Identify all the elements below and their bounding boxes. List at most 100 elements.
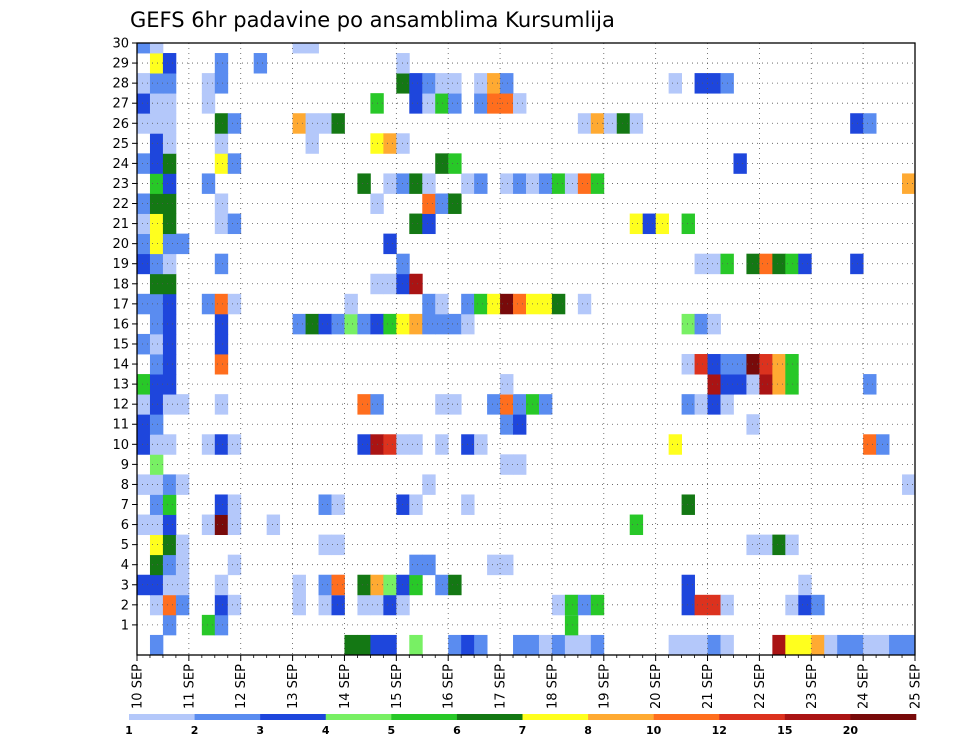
heatmap-cell xyxy=(331,534,345,556)
heatmap-cell xyxy=(137,233,151,255)
y-tick-label: 16 xyxy=(112,317,129,332)
heatmap-cell xyxy=(227,494,242,515)
heatmap-cell xyxy=(772,534,786,556)
heatmap-cell xyxy=(396,253,410,275)
heatmap-cell xyxy=(422,474,436,495)
heatmap-cell xyxy=(383,313,397,335)
heatmap-cell xyxy=(137,113,151,134)
y-tick-label: 26 xyxy=(112,117,129,132)
y-tick-label: 27 xyxy=(112,97,129,112)
colorbar-swatch xyxy=(522,714,589,720)
heatmap-cell xyxy=(331,113,345,134)
heatmap-cell xyxy=(785,634,799,656)
heatmap-cell xyxy=(214,293,229,315)
heatmap-cell xyxy=(162,354,177,375)
heatmap-cell xyxy=(344,634,358,656)
colorbar-swatch xyxy=(850,714,917,720)
heatmap-cell xyxy=(162,374,177,395)
heatmap-cell xyxy=(214,133,229,154)
heatmap-cell xyxy=(448,193,462,214)
heatmap-cell xyxy=(435,73,449,94)
plot-frame xyxy=(136,42,916,656)
heatmap-cell xyxy=(564,594,579,616)
heatmap-cell xyxy=(513,414,527,435)
y-tick-label: 2 xyxy=(121,598,129,613)
heatmap-cell xyxy=(746,253,760,275)
heatmap-cell xyxy=(500,293,514,315)
heatmap-cell xyxy=(863,434,877,455)
heatmap-cell xyxy=(513,93,527,114)
heatmap-cell xyxy=(331,313,345,335)
heatmap-cell xyxy=(707,634,721,656)
heatmap-cell xyxy=(409,554,423,576)
heatmap-cell xyxy=(422,313,436,335)
heatmap-cells xyxy=(137,43,915,656)
heatmap-cell xyxy=(409,313,423,335)
heatmap-cell xyxy=(409,73,423,94)
heatmap-cell xyxy=(149,474,164,495)
y-tick-label: 4 xyxy=(121,558,129,573)
heatmap-cell xyxy=(292,313,306,335)
heatmap-cell xyxy=(759,534,773,556)
heatmap-cell xyxy=(551,293,566,315)
colorbar-swatch xyxy=(719,714,786,720)
heatmap-cell xyxy=(253,53,268,74)
heatmap-cell xyxy=(344,293,358,315)
heatmap-cell xyxy=(370,634,384,656)
chart-title: GEFS 6hr padavine po ansamblima Kursumli… xyxy=(130,8,615,32)
heatmap-cell xyxy=(149,73,164,94)
heatmap-cell xyxy=(863,374,877,395)
heatmap-cell xyxy=(603,113,618,134)
heatmap-cell xyxy=(162,594,177,616)
heatmap-cell xyxy=(694,73,708,94)
heatmap-cell xyxy=(422,213,436,235)
x-tick-label: 21 SEP xyxy=(701,664,716,709)
heatmap-cell xyxy=(149,434,164,455)
heatmap-cell xyxy=(137,414,151,435)
heatmap-cell xyxy=(214,514,229,536)
heatmap-cell xyxy=(746,354,760,375)
colorbar-label: 7 xyxy=(519,724,527,737)
heatmap-cell xyxy=(214,494,229,515)
heatmap-cell xyxy=(227,213,242,235)
heatmap-cell xyxy=(227,434,242,455)
heatmap-cell xyxy=(214,614,229,636)
heatmap-cell xyxy=(707,313,721,335)
heatmap-cell xyxy=(538,293,553,315)
heatmap-cell xyxy=(162,193,177,214)
heatmap-cell xyxy=(149,554,164,576)
heatmap-cell xyxy=(331,574,345,596)
heatmap-cell xyxy=(435,293,449,315)
heatmap-cell xyxy=(513,634,527,656)
heatmap-cell xyxy=(149,113,164,134)
heatmap-cell xyxy=(137,374,151,395)
heatmap-cell xyxy=(162,614,177,636)
heatmap-cell xyxy=(422,93,436,114)
y-tick-label: 11 xyxy=(112,418,129,433)
heatmap-cell xyxy=(759,374,773,395)
x-tick-label: 25 SEP xyxy=(909,664,924,709)
heatmap-cell xyxy=(759,354,773,375)
heatmap-cell xyxy=(137,293,151,315)
heatmap-cell xyxy=(162,53,177,74)
heatmap-cell xyxy=(564,614,579,636)
y-tick-label: 24 xyxy=(112,157,129,172)
heatmap-cell xyxy=(292,43,306,54)
heatmap-cell xyxy=(149,233,164,255)
heatmap-cell xyxy=(357,574,371,596)
heatmap-cell xyxy=(850,113,864,134)
heatmap-cell xyxy=(227,554,242,576)
x-tick-label: 22 SEP xyxy=(753,664,768,709)
x-tick-label: 12 SEP xyxy=(234,664,249,709)
heatmap-cell xyxy=(383,574,397,596)
heatmap-cell xyxy=(707,354,721,375)
heatmap-cell xyxy=(616,113,631,134)
heatmap-cell xyxy=(149,374,164,395)
heatmap-cell xyxy=(902,474,915,495)
heatmap-cell xyxy=(201,173,216,194)
heatmap-cell xyxy=(162,73,177,94)
heatmap-cell xyxy=(201,293,216,315)
heatmap-cell xyxy=(448,313,462,335)
heatmap-cell xyxy=(149,454,164,475)
